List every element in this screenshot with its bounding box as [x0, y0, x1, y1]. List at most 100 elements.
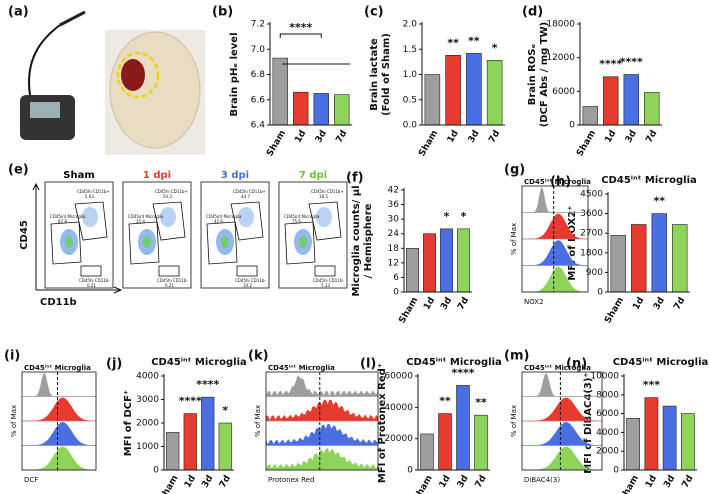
- cell-cluster: [238, 207, 254, 227]
- gate: [158, 265, 180, 277]
- x-tick-label: Sham: [412, 474, 435, 494]
- plot-frame: [521, 371, 603, 471]
- x-axis-label: NOX2: [524, 298, 544, 306]
- bar: [603, 76, 619, 126]
- y-tick-label: 7.0: [251, 45, 266, 55]
- gate: [230, 201, 264, 241]
- bar: [631, 224, 647, 293]
- bar-panel: (d) Brain ROSₑ (DCF Abs / mg TW) 0 6000 12000…: [522, 5, 662, 159]
- y-tick-label: 2000: [596, 447, 619, 457]
- y-axis-label: % of Max: [510, 223, 518, 255]
- gate: [74, 201, 108, 241]
- axis-line: [269, 22, 352, 126]
- histogram-panel: (k)CD45ⁱⁿᵗ Microglia % of Max Protonex Red: [248, 349, 379, 484]
- bar: [626, 417, 640, 471]
- x-tick-label: 3d: [314, 129, 329, 145]
- bar: [293, 91, 309, 126]
- gate-value: 54.3: [163, 194, 172, 199]
- chart-title: CD45ⁱⁿᵗ Microglia: [613, 357, 709, 368]
- x-tick-label: 7d: [681, 474, 696, 490]
- chart-title: CD45ⁱⁿᵗ Microglia: [24, 364, 91, 372]
- panel-label: (c): [364, 5, 384, 20]
- panel-label: (b): [212, 5, 233, 20]
- plot-frame: [200, 181, 270, 289]
- y-tick-label: 6.4: [251, 121, 266, 131]
- x-axis-label: DiBAC4(3): [524, 476, 560, 484]
- x-tick-label: Sham: [575, 129, 598, 159]
- y-tick-label: 60000: [384, 372, 413, 382]
- y-tick-label: 4000: [596, 428, 619, 438]
- x-tick-label: 1d: [422, 296, 437, 312]
- gate-value: 0.21: [165, 283, 174, 288]
- histogram-layer: [265, 423, 379, 446]
- bar-panel: (b) Brain pHₑ level 6.4 6.6 6.8 7.0 7.2 Sham 1d 3…: [212, 5, 352, 159]
- panel-label: (g): [504, 163, 525, 178]
- bar-panel: (n) CD45ⁱⁿᵗ Microglia MFI of DiBAC4(3)⁺ 0 20…: [566, 357, 708, 494]
- x-tick-label: 7d: [334, 129, 349, 145]
- plot-frame: [278, 181, 348, 289]
- cell-cluster: [82, 207, 98, 227]
- panel-label: (i): [4, 349, 20, 364]
- bar: [445, 55, 461, 126]
- y-tick-label: 0.0: [403, 121, 418, 131]
- x-tick-label: 3d: [467, 129, 482, 145]
- x-tick-label: 7d: [218, 474, 233, 490]
- y-tick-label: 7.2: [251, 20, 265, 30]
- y-tick-label: 10000: [590, 372, 619, 382]
- plot-frame: [521, 185, 589, 293]
- axis-line: [417, 374, 490, 471]
- cable: [28, 24, 61, 96]
- gate: [80, 265, 102, 277]
- bar: [334, 94, 350, 126]
- gate: [314, 265, 336, 277]
- bar: [438, 413, 452, 471]
- y-tick-label: 18: [388, 244, 400, 254]
- gate-value: 5.33: [321, 283, 330, 288]
- y-axis-label: MFI of DCF⁺: [123, 390, 134, 456]
- x-axis-label: Protonex Red: [268, 476, 314, 484]
- y-tick-label: 3600: [580, 209, 603, 219]
- y-tick-label: 6000: [552, 87, 575, 97]
- y-tick-label: 6000: [596, 409, 619, 419]
- lesion: [121, 59, 145, 91]
- bar: [406, 247, 419, 293]
- y-tick-label: 3000: [136, 395, 159, 405]
- panel-label: (l): [360, 357, 376, 372]
- gate-name: CD45hi CD11b-: [313, 278, 344, 283]
- gate-name: CD45hi CD11b+: [233, 189, 266, 194]
- x-tick-label: 7d: [672, 296, 687, 312]
- bar: [644, 397, 659, 471]
- gate-value: 87.8: [58, 219, 67, 224]
- significance: ****: [289, 21, 312, 34]
- plot-title: 1 dpi: [143, 170, 171, 181]
- y-tick-label: 0: [153, 466, 159, 476]
- histogram-layer: [521, 213, 589, 240]
- x-tick-label: Sham: [265, 129, 288, 159]
- panel-label: (d): [522, 5, 543, 20]
- axis-line: [607, 192, 690, 293]
- histogram-layer: [21, 446, 97, 471]
- gate-name: CD45hi CD11b+: [155, 189, 188, 194]
- panel-label: (e): [8, 163, 29, 178]
- x-tick-label: 7d: [487, 129, 502, 145]
- bar: [440, 228, 453, 293]
- histogram-layer: [21, 397, 97, 422]
- x-tick-label: 1d: [293, 129, 308, 145]
- bar-panel: (l) CD45ⁱⁿᵗ Microglia MFI of Protonex Red⁺…: [360, 357, 502, 494]
- y-axis-label: MFI of NOX2⁺: [567, 205, 578, 280]
- gate-value: 44.7: [241, 194, 250, 199]
- y-axis-label: Brain ROSₑ: [527, 44, 538, 106]
- cell-cluster: [143, 236, 151, 248]
- gate-name: CD45int Microglia: [284, 214, 320, 219]
- significance: *: [222, 404, 228, 417]
- significance: ****: [599, 58, 622, 71]
- bar: [474, 414, 488, 471]
- significance: **: [447, 36, 459, 49]
- y-axis-label: Microglia counts/ µl: [351, 185, 362, 296]
- cell-cluster: [160, 207, 176, 227]
- panel-label: (n): [566, 357, 587, 372]
- gate: [206, 221, 238, 265]
- gate-name: CD45int Microglia: [50, 214, 86, 219]
- histogram-layer: [265, 399, 379, 422]
- bar: [610, 235, 626, 293]
